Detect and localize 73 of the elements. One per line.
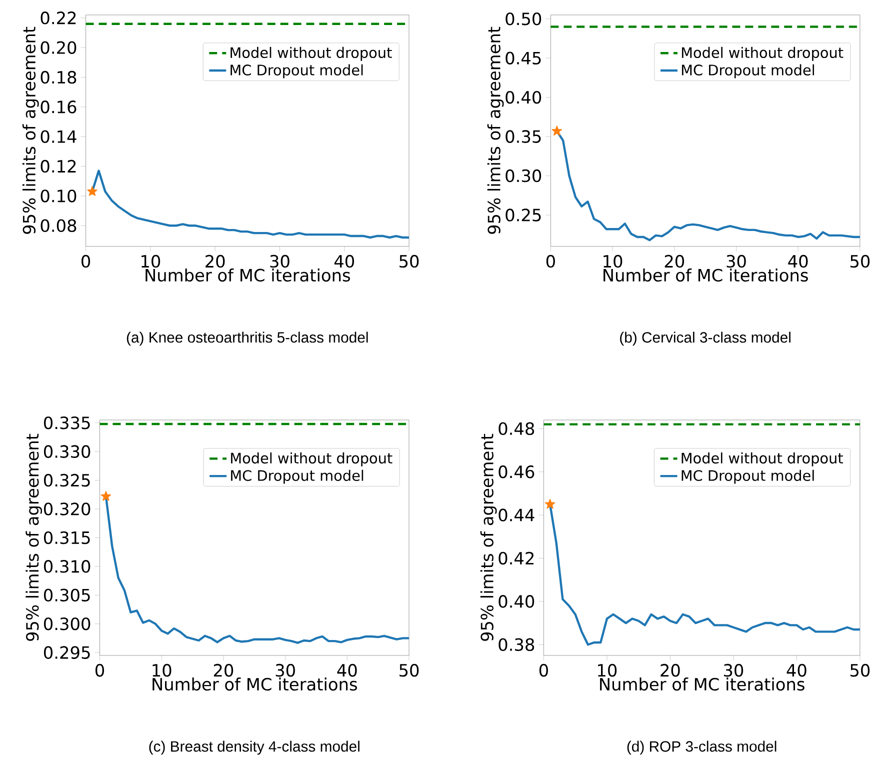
x-tick-label: 0 — [82, 254, 90, 268]
x-tick-label: 40 — [786, 664, 806, 677]
y-tick-label: 0.335 — [44, 416, 90, 430]
legend-label: Model without dropout — [231, 452, 392, 466]
x-tick-label: 10 — [598, 664, 617, 677]
y-tick-label: 0.35 — [506, 130, 541, 143]
x-axis-title: Number of MC iterations — [600, 677, 804, 691]
legend-label: MC Dropout model — [682, 470, 814, 484]
y-tick-label: 0.300 — [44, 617, 90, 630]
y-tick-label: 0.45 — [506, 52, 541, 64]
legend-label: MC Dropout model — [231, 470, 364, 484]
x-tick-label: 30 — [724, 664, 744, 677]
y-axis-title: 95% limits of agreement — [480, 434, 497, 641]
x-tick-label: 10 — [142, 254, 160, 268]
y-tick-label: 0.08 — [40, 219, 76, 232]
x-tick-label: 50 — [850, 664, 870, 677]
y-tick-label: 0.315 — [44, 531, 90, 544]
legend-label: Model without dropout — [682, 452, 843, 466]
y-tick-label: 0.25 — [506, 208, 541, 222]
legend-label: MC Dropout model — [682, 64, 814, 78]
y-tick-label: 0.16 — [40, 100, 76, 114]
x-tick-label: 0 — [95, 664, 104, 677]
y-axis-title: 95% limits of agreement — [22, 26, 39, 234]
y-tick-label: 0.330 — [44, 445, 90, 458]
x-tick-label: 10 — [604, 254, 622, 268]
y-axis-title: 95% limits of agreement — [26, 434, 42, 641]
y-tick-label: 0.38 — [498, 638, 534, 651]
x-tick-label: 30 — [276, 664, 295, 677]
legend-label: Model without dropout — [230, 46, 392, 61]
y-tick-label: 0.305 — [44, 588, 90, 602]
x-tick-label: 30 — [270, 254, 290, 268]
x-tick-label: 20 — [206, 254, 225, 268]
y-tick-label: 0.18 — [40, 70, 76, 84]
y-tick-label: 0.44 — [498, 508, 534, 522]
x-tick-label: 0 — [546, 254, 555, 268]
text: (a) Knee osteoarthritis 5-class model — [126, 332, 368, 346]
y-tick-label: 0.20 — [40, 41, 76, 54]
y-tick-label: 0.310 — [44, 560, 90, 573]
y-tick-label: 0.14 — [40, 130, 76, 143]
legend-label: Model without dropout — [682, 46, 844, 61]
y-tick-label: 0.46 — [498, 465, 534, 478]
x-tick-label: 50 — [400, 254, 419, 268]
x-axis-title: Number of MC iterations — [604, 268, 808, 282]
y-tick-label: 0.295 — [44, 646, 90, 659]
x-tick-label: 40 — [788, 254, 808, 268]
x-tick-label: 20 — [660, 664, 680, 677]
y-axis-title: 95% limits of agreement — [487, 26, 504, 234]
x-tick-label: 20 — [214, 664, 234, 677]
x-axis-title: Number of MC iterations — [152, 677, 357, 691]
y-tick-label: 0.40 — [506, 90, 542, 104]
y-tick-label: 0.320 — [44, 502, 90, 516]
y-tick-label: 0.12 — [40, 160, 76, 173]
y-tick-label: 0.48 — [498, 422, 534, 435]
x-tick-label: 50 — [400, 664, 419, 677]
x-tick-label: 30 — [726, 254, 746, 268]
x-tick-label: 50 — [850, 254, 870, 268]
x-tick-label: 10 — [152, 664, 172, 677]
y-tick-label: 0.50 — [506, 12, 542, 26]
y-tick-label: 0.30 — [506, 169, 542, 182]
text: (c) Breast density 4-class model — [149, 740, 360, 755]
y-tick-label: 0.10 — [40, 189, 76, 202]
text: (d) ROP 3-class model — [627, 740, 776, 755]
y-tick-label: 0.42 — [498, 552, 534, 565]
legend-label: MC Dropout model — [230, 64, 363, 78]
x-tick-label: 40 — [337, 664, 357, 677]
y-tick-label: 0.40 — [498, 594, 534, 608]
y-tick-label: 0.325 — [44, 474, 90, 487]
x-tick-label: 20 — [664, 254, 684, 268]
x-tick-label: 40 — [334, 254, 354, 268]
y-tick-label: 0.22 — [40, 11, 76, 24]
text: (b) Cervical 3-class model — [620, 332, 790, 346]
x-tick-label: 0 — [539, 664, 548, 677]
x-axis-title: Number of MC iterations — [146, 268, 350, 282]
